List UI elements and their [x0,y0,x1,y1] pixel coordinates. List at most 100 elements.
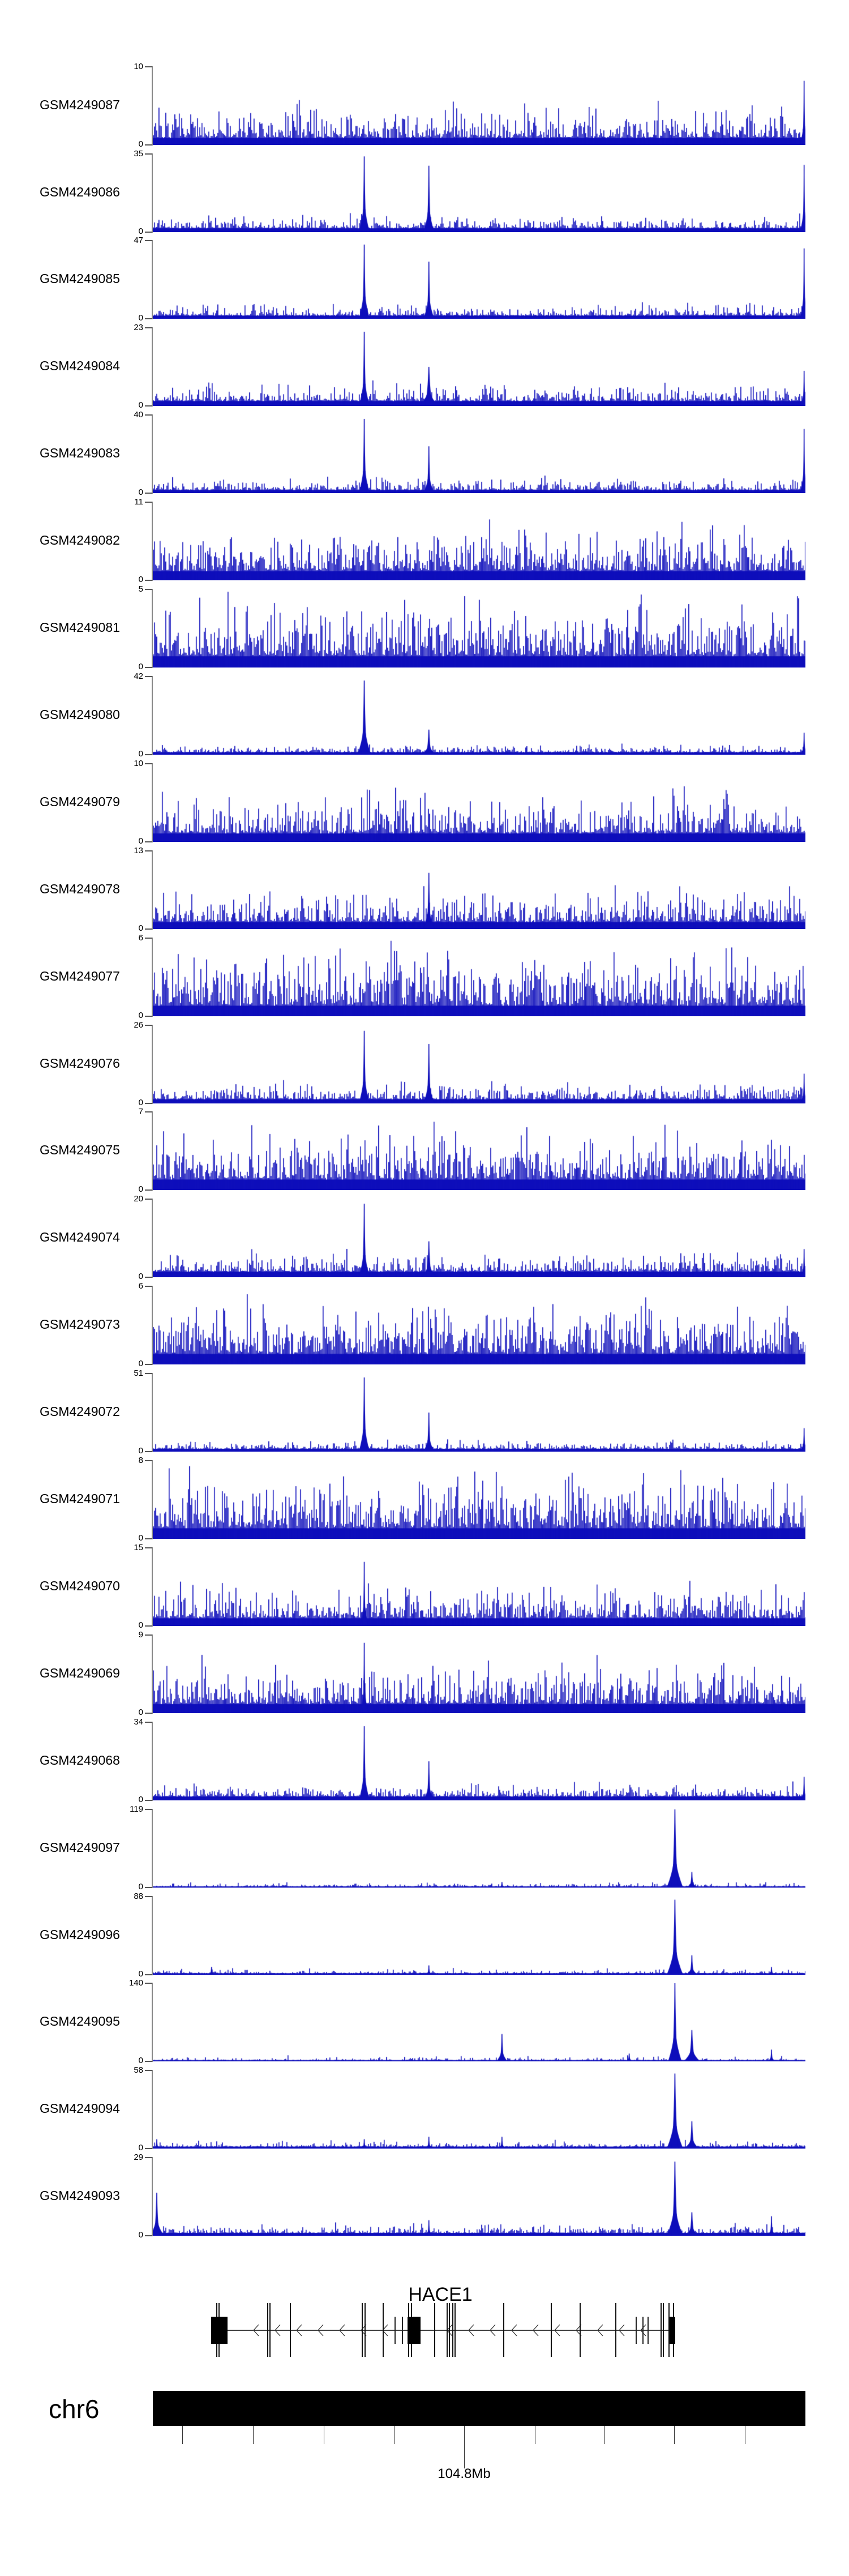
track-signal-canvas [153,1199,805,1277]
track-ymax-label: 29 [134,2153,143,2162]
track-signal-canvas [153,328,805,406]
track-axis-top-tick [145,1373,152,1374]
track-signal-canvas [153,677,805,755]
track-axis-top-tick [145,327,152,328]
chromosome-tick [252,2426,254,2444]
track-label: GSM4249077 [40,969,120,983]
track-label: GSM4249087 [40,97,120,112]
track-label: GSM4249096 [40,1927,120,1942]
track-ymax-label: 10 [134,759,143,768]
track-signal-canvas [153,1809,805,1888]
track-ymin-label: 0 [138,836,143,846]
track-signal-canvas [153,938,805,1016]
track-signal-canvas [153,1461,805,1539]
track-ymin-label: 0 [138,662,143,671]
track-axis-base-tick [145,405,152,406]
exon-line [454,2303,456,2357]
track-ymin-label: 0 [138,139,143,149]
track-axis-top-tick [145,1111,152,1112]
track-ymax-label: 35 [134,149,143,159]
exon-box [670,2317,675,2344]
strand-chevron-icon [275,2324,281,2337]
exon-line [449,2303,450,2357]
track-axis-base-tick [145,2235,152,2236]
exon-line [267,2303,268,2357]
chromosome-major-tick [464,2426,465,2468]
track-ymin-label: 0 [138,1969,143,1979]
track-axis-top-tick [145,2070,152,2071]
track-axis-top-tick [145,66,152,67]
exon-line [290,2303,291,2357]
gene-model: HACE1 [211,2284,675,2357]
track-y-axis [152,1896,153,1975]
track-ymax-label: 40 [134,410,143,420]
track-label: GSM4249081 [40,620,120,635]
exon-line [580,2303,581,2357]
track-y-axis [152,66,153,146]
track-y-axis [152,938,153,1017]
track-y-axis [152,1111,153,1191]
track-label: GSM4249074 [40,1230,120,1244]
track-axis-top-tick [145,414,152,416]
strand-chevron-icon [339,2324,345,2337]
track-label: GSM4249069 [40,1666,120,1680]
track-axis-base-tick [145,1451,152,1452]
track-axis-top-tick [145,1983,152,1984]
track-label: GSM4249076 [40,1056,120,1071]
track-ymin-label: 0 [138,1533,143,1543]
track-axis-top-tick [145,1460,152,1461]
track-ymax-label: 10 [134,62,143,71]
coordinate-label: 104.8Mb [438,2466,491,2481]
track-signal-canvas [153,764,805,842]
track-ymin-label: 0 [138,400,143,410]
track-ymin-label: 0 [138,1098,143,1107]
track-axis-base-tick [145,667,152,668]
track-label: GSM4249072 [40,1404,120,1419]
track-ymin-label: 0 [138,1882,143,1892]
track-ymax-label: 7 [138,1107,143,1116]
strand-chevron-icon [296,2324,302,2337]
track-axis-base-tick [145,580,152,581]
track-label: GSM4249097 [40,1840,120,1855]
track-y-axis [152,763,153,842]
track-axis-top-tick [145,1025,152,1026]
track-ymax-label: 26 [134,1020,143,1030]
track-y-axis [152,327,153,406]
track-y-axis [152,1199,153,1278]
track-axis-base-tick [145,493,152,494]
exon-line [663,2303,664,2357]
track-axis-base-tick [145,318,152,319]
track-signal-canvas [153,154,805,232]
track-axis-base-tick [145,841,152,842]
track-axis-top-tick [145,676,152,677]
track-y-axis [152,1373,153,1452]
track-ymax-label: 8 [138,1456,143,1465]
track-label: GSM4249094 [40,2101,120,2116]
track-ymin-label: 0 [138,487,143,497]
strand-chevron-icon [619,2324,625,2337]
exon-line [551,2303,552,2357]
track-y-axis [152,1025,153,1104]
exon-line [434,2303,435,2357]
track-axis-top-tick [145,1809,152,1810]
track-axis-base-tick [145,2148,152,2149]
track-ymin-label: 0 [138,1272,143,1281]
track-y-axis [152,1460,153,1539]
track-ymin-label: 0 [138,749,143,759]
track-ymin-label: 0 [138,2230,143,2240]
track-axis-base-tick [145,928,152,930]
track-y-axis [152,240,153,319]
track-axis-base-tick [145,754,152,755]
track-ymin-label: 0 [138,1359,143,1368]
track-axis-top-tick [145,850,152,851]
track-signal-canvas [153,1548,805,1626]
track-signal-canvas [153,1112,805,1190]
track-signal-canvas [153,1635,805,1713]
exon-line-short [395,2317,396,2344]
track-y-axis [152,1286,153,1365]
track-signal-canvas [153,1897,805,1975]
exon-line [661,2303,662,2357]
exon-line-short [402,2317,403,2344]
track-y-axis [152,1983,153,2062]
